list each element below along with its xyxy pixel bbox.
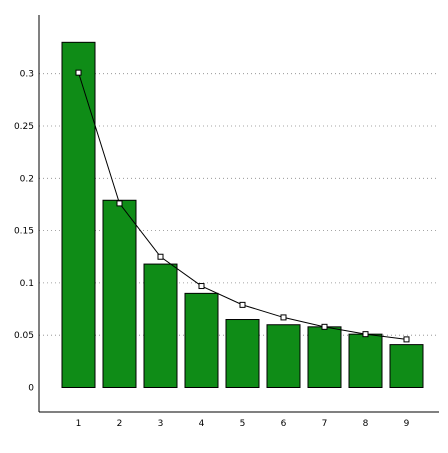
line-point: [116, 200, 123, 207]
line-series: [75, 69, 410, 343]
bar: [184, 292, 219, 388]
y-tick-label: 0.1: [20, 279, 34, 289]
bar: [225, 319, 260, 389]
line-point: [321, 323, 328, 330]
line-point: [157, 253, 164, 260]
y-tick-label: 0.15: [14, 227, 34, 237]
bar: [143, 263, 178, 388]
line-point: [280, 314, 287, 321]
x-tick-label: 7: [322, 419, 328, 429]
y-tick-label: 0: [28, 384, 34, 394]
y-tick-label: 0.3: [20, 70, 34, 80]
y-tick-label: 0.25: [14, 122, 34, 132]
line-point: [239, 301, 246, 308]
x-tick-label: 8: [363, 419, 369, 429]
x-tick-label: 5: [240, 419, 246, 429]
line-point: [362, 331, 369, 338]
y-tick-label: 0.05: [14, 331, 34, 341]
y-tick-label: 0.2: [20, 174, 34, 184]
line-point: [403, 336, 410, 343]
x-tick-label: 9: [404, 419, 410, 429]
bar: [102, 199, 137, 388]
x-axis-ticks: 1 2 3 4 5 6 7 8 9: [76, 419, 410, 429]
x-tick-label: 2: [117, 419, 123, 429]
x-tick-label: 6: [281, 419, 287, 429]
bar: [307, 326, 342, 388]
y-axis-ticks: 0 0.05 0.1 0.15 0.2 0.25 0.3: [14, 70, 34, 394]
axes: [38, 15, 439, 413]
bar: [389, 344, 424, 389]
x-tick-label: 4: [199, 419, 205, 429]
x-tick-label: 1: [76, 419, 82, 429]
bar: [348, 333, 383, 388]
bar: [266, 324, 301, 388]
bar-series: [61, 41, 424, 389]
bar: [61, 41, 96, 388]
x-tick-label: 3: [158, 419, 164, 429]
line-point: [75, 69, 82, 76]
line-point: [198, 283, 205, 290]
